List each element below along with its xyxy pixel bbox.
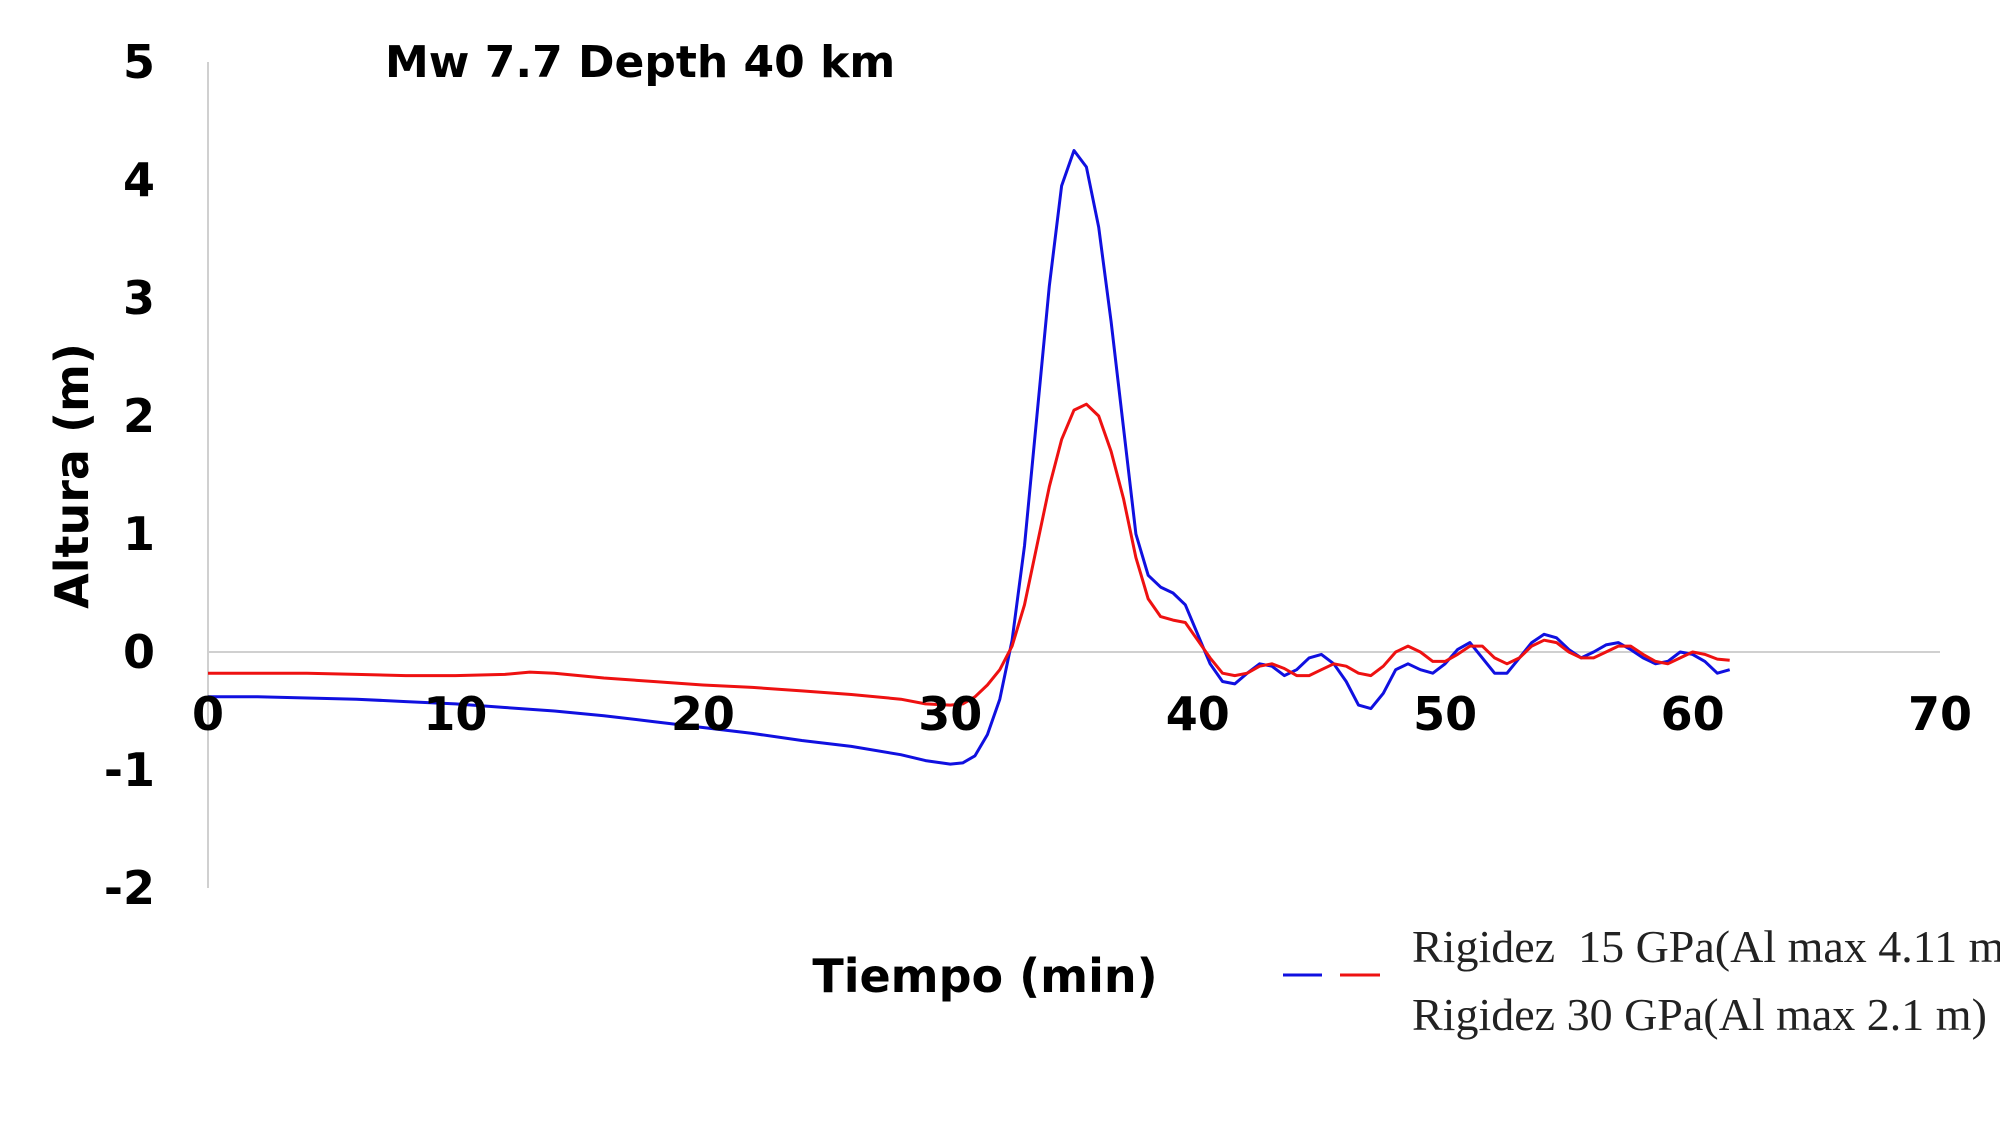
x-tick-label: 30 bbox=[918, 687, 982, 741]
y-tick-label: -2 bbox=[104, 861, 155, 915]
series-layer bbox=[208, 149, 1731, 766]
x-axis-title: Tiempo (min) bbox=[812, 949, 1157, 1003]
series-line-15gpa bbox=[208, 149, 1731, 766]
labels: 0 10 20 30 40 50 60 70 -2 -1 0 1 2 3 4 5 bbox=[104, 35, 1972, 915]
axes bbox=[207, 62, 1940, 888]
legend: Rigidez 15 GPa(Al max 4.11 m) Rigidez 30… bbox=[1283, 921, 2000, 1040]
y-tick-label: 1 bbox=[123, 507, 155, 561]
y-tick-label: -1 bbox=[104, 743, 155, 797]
y-tick-label: 0 bbox=[123, 625, 155, 679]
x-tick-label: 60 bbox=[1661, 687, 1725, 741]
chart-title: Mw 7.7 Depth 40 km bbox=[385, 37, 895, 88]
x-tick-label: 0 bbox=[192, 687, 224, 741]
y-tick-label: 2 bbox=[123, 389, 155, 443]
legend-label-30gpa: Rigidez 30 GPa(Al max 2.1 m) bbox=[1412, 989, 1987, 1040]
series-line-30gpa bbox=[208, 402, 1730, 707]
y-tick-label: 4 bbox=[123, 153, 155, 207]
x-tick-label: 50 bbox=[1413, 687, 1477, 741]
x-tick-label: 70 bbox=[1908, 687, 1972, 741]
y-tick-label: 3 bbox=[123, 271, 155, 325]
legend-item-15gpa: Rigidez 15 GPa(Al max 4.11 m) bbox=[1283, 921, 2000, 977]
x-tick-label: 40 bbox=[1166, 687, 1230, 741]
x-tick-label: 20 bbox=[671, 687, 735, 741]
y-tick-label: 5 bbox=[123, 35, 155, 89]
legend-item-30gpa: Rigidez 30 GPa(Al max 2.1 m) bbox=[1340, 973, 1987, 1040]
y-axis-title: Altura (m) bbox=[45, 343, 99, 609]
x-tick-label: 10 bbox=[423, 687, 487, 741]
legend-label-15gpa: Rigidez 15 GPa(Al max 4.11 m) bbox=[1412, 921, 2000, 972]
